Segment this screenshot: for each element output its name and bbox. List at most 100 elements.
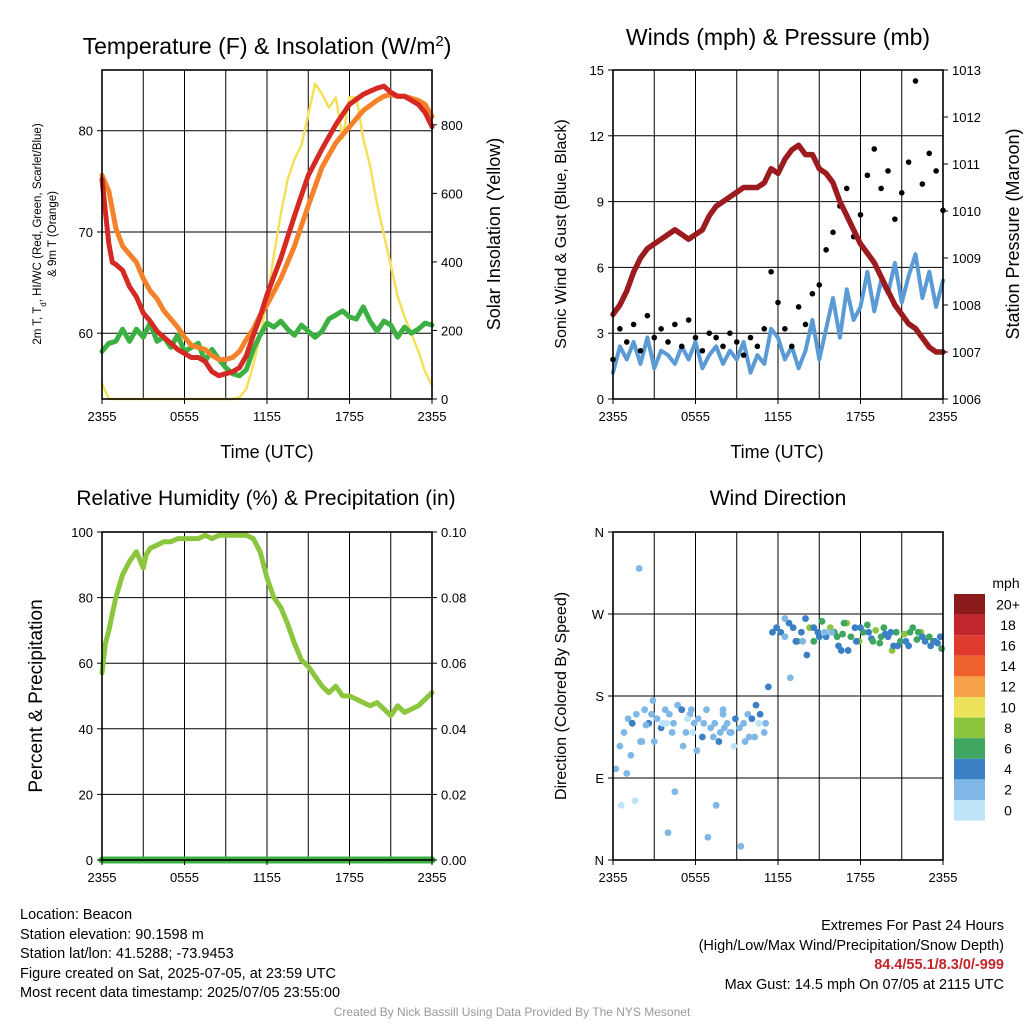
station-location: Location: Beacon — [20, 907, 133, 923]
speed-legend: 20+ 18 16 14 12 10 8 6 4 2 0 — [954, 594, 1020, 821]
wind-direction-point — [751, 733, 759, 741]
gust-point — [727, 330, 733, 337]
x-tick-label: 1155 — [253, 409, 281, 424]
wind-direction-point — [773, 624, 781, 632]
wind-direction-point — [638, 738, 646, 745]
wind-direction-point — [894, 642, 902, 650]
station-latlon: Station lat/lon: 41.5288; -73.9453 — [20, 946, 234, 963]
wind-direction-point — [914, 628, 922, 636]
wind-direction-point — [689, 729, 697, 736]
wind-direction-point — [769, 628, 776, 636]
wind-direction-point — [839, 630, 847, 638]
gust-point — [809, 290, 816, 297]
wind-direction-point — [674, 701, 682, 709]
wind-direction-point — [803, 651, 811, 659]
wind-direction-point — [687, 706, 695, 714]
extremes-info: Extremes For Past 24 Hours (High/Low/Max… — [699, 917, 1004, 995]
wind-direction-point — [679, 742, 687, 750]
gust-point — [685, 317, 692, 323]
insolation-y-axis-label: Solar Insolation (Yellow) — [484, 138, 504, 330]
wind-direction-point — [682, 729, 690, 736]
wind-direction-point — [872, 627, 880, 634]
wind-direction-point — [716, 729, 724, 736]
y2-tick-label: 800 — [441, 118, 463, 133]
wind-direction-point — [635, 565, 643, 572]
wind-direction-point — [678, 706, 686, 714]
wind-direction-point — [631, 797, 639, 805]
temp9m-line — [99, 91, 435, 362]
temperature-x-axis-label: Time (UTC) — [220, 442, 313, 462]
gust-point — [782, 326, 788, 332]
y2-tick-label: 600 — [441, 186, 463, 201]
winds-series — [610, 78, 946, 375]
wind-direction-point — [661, 706, 669, 714]
station-info: Location: Beacon Station elevation: 90.1… — [20, 906, 340, 1004]
y-tick-label: 3 — [597, 326, 604, 341]
figure-created: Figure created on Sat, 2025-07-05, at 23… — [20, 965, 336, 982]
wind-direction-point — [802, 615, 809, 622]
wind-direction-point — [731, 715, 739, 723]
wind-direction-point — [837, 647, 845, 654]
gust-point — [878, 185, 884, 192]
gust-point — [795, 304, 802, 310]
x-tick-label: 1755 — [846, 870, 875, 885]
legend-label: 2 — [1004, 782, 1012, 798]
winds-panel: Winds (mph) & Pressure (mb) 2355 0555 1155… — [553, 24, 1023, 462]
y2-tick-label: 1007 — [952, 345, 981, 360]
wind-direction-point — [703, 706, 710, 714]
wind-direction-point — [752, 701, 760, 709]
wind-direction-point — [863, 621, 871, 629]
y2-tick-label: 0.06 — [441, 656, 466, 671]
wind-direction-point — [704, 833, 712, 841]
wind-direction-point — [642, 721, 650, 729]
wind-direction-point — [925, 633, 933, 641]
y2-tick-label: 200 — [441, 323, 463, 338]
gust-point — [857, 211, 864, 218]
y2-tick-label: 1013 — [952, 63, 981, 78]
gust-point — [740, 352, 747, 358]
gust-point — [768, 268, 774, 275]
wind-direction-grid — [613, 532, 943, 860]
humidity-chart-title: Relative Humidity (%) & Precipitation (i… — [76, 487, 455, 510]
y-tick-label: 80 — [79, 124, 93, 139]
max-gust: Max Gust: 14.5 mph On 07/05 at 2115 UTC — [724, 976, 1004, 993]
humidity-y-axis-label: Percent & Precipitation — [26, 599, 47, 792]
y2-tick-label: 1011 — [952, 157, 980, 172]
x-tick-label: 1755 — [335, 409, 364, 424]
wind-direction-point — [781, 633, 789, 641]
gust-point — [720, 343, 726, 350]
wind-direction-point — [876, 639, 884, 647]
wind-direction-point — [786, 674, 794, 682]
y2-tick-label: 0.08 — [441, 591, 466, 606]
legend-swatch — [954, 635, 985, 656]
wind-direction-point — [683, 715, 691, 723]
wind-direction-point — [694, 715, 702, 723]
temperature-y-axis-label-line2: & 9m T (Orange) — [47, 191, 59, 277]
y2-tick-label: 0.00 — [441, 853, 466, 868]
recent-data-timestamp: Most recent data timestamp: 2025/07/05 2… — [20, 985, 341, 1002]
wind-direction-point — [913, 636, 921, 643]
wind-direction-point — [931, 637, 939, 645]
y-tick-label: W — [592, 607, 605, 622]
extremes-values: 84.4/55.1/8.3/0/-999 — [874, 957, 1004, 974]
legend-swatch — [954, 800, 985, 821]
x-tick-label: 2355 — [599, 409, 628, 424]
gust-point — [823, 247, 829, 253]
gust-point — [843, 185, 850, 192]
gust-point — [630, 321, 637, 328]
wind-direction-point — [620, 729, 628, 736]
wind-direction-axis-ticks: 2355 0555 1155 1755 2355 N E S W N — [592, 525, 958, 885]
y-tick-label: 60 — [79, 326, 93, 341]
wind-direction-point — [649, 697, 657, 704]
x-tick-label: 1155 — [253, 870, 281, 885]
wind-direction-point — [833, 633, 841, 641]
station-elevation: Station elevation: 90.1598 m — [20, 926, 204, 943]
gust-point — [871, 146, 878, 152]
wind-direction-panel: Wind Direction 2355 0555 1155 1755 2355 N E S W N… — [553, 487, 1020, 885]
temperature-panel: Temperature (F) & Insolation (W/m2) 2355… — [32, 33, 504, 463]
wind-direction-point — [748, 715, 756, 723]
humidity-axis-ticks: 2355 0555 1155 1755 2355 0 20 40 60 80 100 0.00 0.02… — [71, 525, 466, 885]
wind-direction-point — [881, 630, 889, 638]
wind-direction-point — [901, 630, 908, 638]
